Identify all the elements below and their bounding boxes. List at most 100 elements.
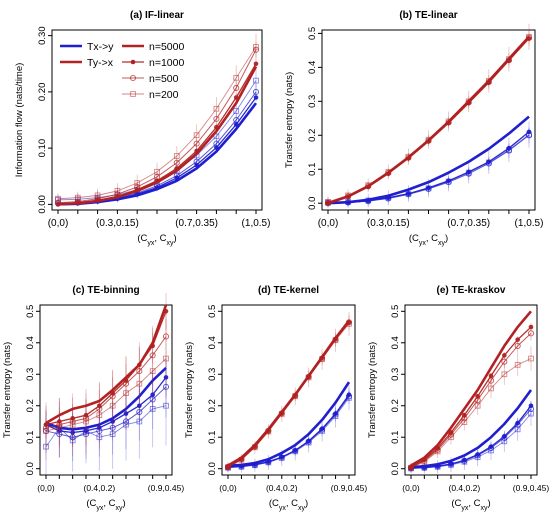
panel-3: (c) TE-binning 0.0 0.1 0.2 0.3 0.4 0.5 (0,0) (0.… (2, 285, 184, 512)
data-point (136, 418, 143, 425)
panel-title: (c) TE-binning (72, 285, 139, 296)
data-point (526, 33, 532, 40)
data-point (74, 194, 81, 201)
series-line (327, 35, 530, 205)
data-point (445, 118, 452, 125)
y-tick-label: 0.2 (207, 399, 218, 412)
y-tick-label: 0.2 (390, 399, 401, 412)
data-point (434, 463, 441, 470)
x-tick-label: (1,0.5) (515, 218, 544, 229)
y-tick-label: 0.20 (37, 83, 48, 102)
data-point (162, 383, 170, 390)
data-point (83, 428, 89, 434)
y-tick-label: 0.2 (25, 399, 36, 412)
x-tick-label: (0,0) (48, 218, 69, 229)
data-point (134, 180, 141, 186)
data-point (83, 418, 89, 425)
panel-title: (e) TE-kraskov (437, 285, 506, 296)
y-axis-label: Transfer entropy (nats) (184, 342, 195, 438)
data-point (149, 368, 156, 374)
data-point (238, 457, 245, 463)
data-point (43, 428, 49, 434)
series-ty-x-n200 (225, 311, 352, 473)
data-point (55, 202, 61, 207)
data-point (485, 78, 492, 84)
x-axis-label: (Cyx, Cxy) (409, 233, 448, 247)
panel-title: (a) IF-linear (130, 10, 184, 21)
data-point (319, 428, 325, 434)
panel-5: (e) TE-kraskov 0.0 0.1 0.2 0.3 0.4 0.5 (0,0) (0.… (367, 285, 549, 512)
data-point (137, 362, 142, 368)
data-point (69, 437, 76, 444)
legend: Tx->y Ty->x n=5000 n=1000 n=500 n=200 (60, 41, 184, 101)
data-point (69, 418, 76, 425)
y-tick-label: 0.00 (37, 195, 48, 214)
data-point (114, 191, 121, 198)
x-axis-label: (Cyx, Cxy) (86, 498, 125, 512)
data-point (162, 333, 170, 340)
series-line (45, 336, 167, 429)
series-line (45, 367, 167, 431)
series-line (45, 358, 167, 432)
y-tick-label: 0.0 (307, 197, 318, 210)
y-tick-label: 0.3 (390, 368, 401, 381)
y-tick-label: 0.3 (25, 368, 36, 381)
data-point (163, 402, 169, 409)
data-point (345, 192, 351, 199)
series-line (227, 319, 351, 467)
data-point (109, 424, 116, 431)
series-tx-y-n5000 (45, 367, 167, 431)
y-axis-label: Transfer entropy (nats) (367, 342, 378, 438)
data-point (252, 444, 258, 451)
x-tick-label: (0.4,0.2) (266, 483, 298, 493)
series-ty-x-n5000 (327, 35, 530, 205)
data-point (506, 147, 512, 153)
y-tick-label: 0.3 (307, 95, 318, 108)
legend-marker (130, 59, 136, 65)
series-ty-x-n200 (325, 23, 532, 208)
data-point (485, 159, 492, 166)
plot-frame (39, 304, 173, 476)
y-tick-label: 0.5 (207, 305, 218, 318)
series-line (410, 332, 532, 468)
data-point (278, 455, 285, 461)
data-point (474, 454, 481, 460)
data-point (445, 178, 452, 185)
x-tick-label: (1,0.5) (242, 218, 271, 229)
data-point (448, 434, 454, 441)
data-point (501, 434, 508, 441)
data-point (56, 424, 63, 431)
x-tick-label: (0.3,0.15) (367, 218, 410, 229)
data-point (408, 464, 414, 471)
series-ty-x-n200 (55, 33, 259, 204)
data-point (514, 342, 521, 349)
data-point (94, 192, 101, 199)
y-tick-label: 0.2 (307, 129, 318, 142)
series-line (410, 326, 532, 468)
series-ty-x-n200 (408, 346, 534, 473)
series-line (410, 310, 532, 467)
x-tick-label: (0.9,0.45) (331, 483, 368, 493)
data-point (253, 95, 259, 100)
data-point (325, 198, 331, 205)
data-point (233, 84, 240, 91)
y-tick-label: 0.5 (390, 305, 401, 318)
data-point (42, 424, 50, 431)
legend-label: Tx->y (87, 41, 114, 53)
data-point (137, 403, 142, 409)
data-point (150, 392, 155, 398)
legend-label: n=1000 (149, 57, 184, 69)
y-tick-label: 0.30 (37, 26, 48, 45)
series-ty-x-n500 (42, 305, 170, 450)
series-line (410, 358, 532, 469)
data-point (421, 458, 428, 465)
y-tick-label: 0.1 (390, 431, 401, 444)
data-point (56, 431, 63, 438)
y-axis-label: Transfer entropy (nats) (284, 72, 295, 168)
y-tick-label: 0.4 (207, 336, 218, 349)
series-line (227, 323, 350, 468)
data-point (154, 168, 160, 175)
series-ty-x-n1000 (408, 323, 534, 470)
series-line (45, 304, 168, 425)
series-line (57, 49, 257, 204)
